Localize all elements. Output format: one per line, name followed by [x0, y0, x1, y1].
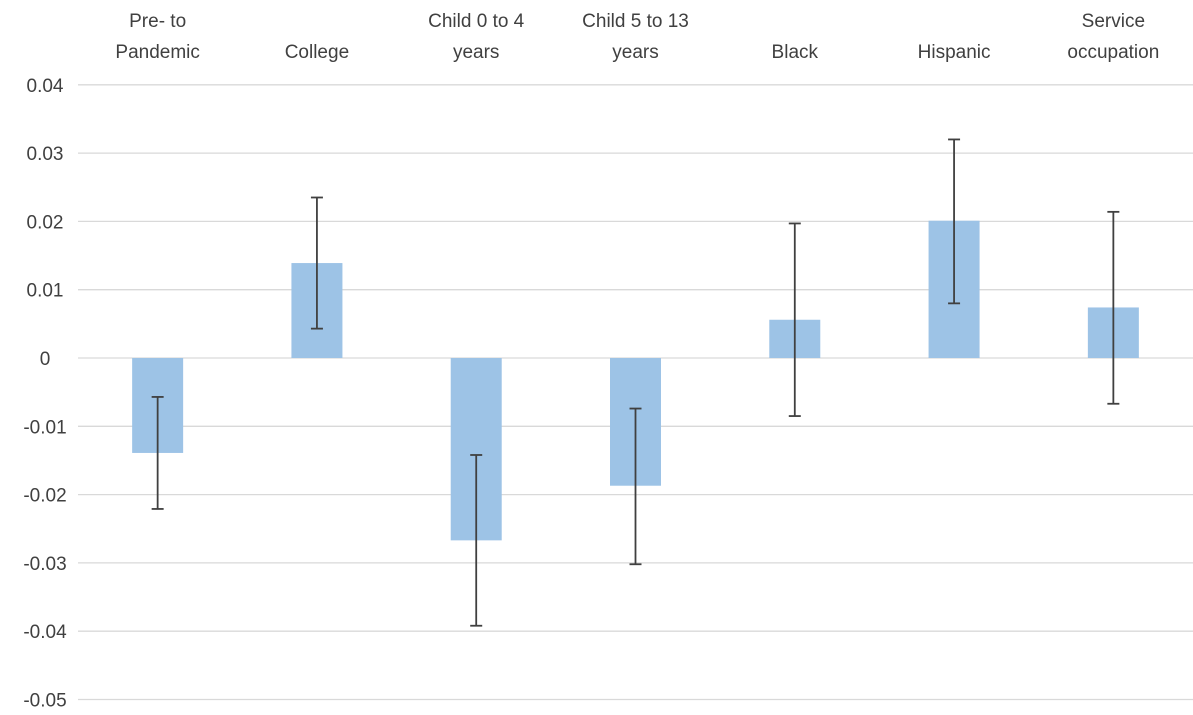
y-tick-label: 0.02: [27, 212, 64, 233]
category-label: Pre- to: [129, 11, 186, 32]
category-label: Service: [1082, 11, 1145, 32]
y-tick-label: 0.04: [27, 76, 64, 97]
y-tick-label: 0.03: [27, 144, 64, 165]
error-bar: [788, 222, 801, 417]
error-bar: [151, 396, 164, 510]
category-label: Pandemic: [115, 42, 200, 63]
error-bar: [310, 196, 323, 330]
category-label: occupation: [1067, 42, 1159, 63]
error-bars: [151, 138, 1120, 627]
category-label: Child 0 to 4: [428, 11, 525, 32]
y-tick-label: -0.03: [23, 554, 66, 575]
error-bar: [629, 407, 642, 566]
category-label: College: [285, 42, 349, 63]
error-bar: [470, 454, 483, 627]
y-tick-label: -0.04: [23, 622, 67, 643]
y-tick-label: 0: [40, 349, 51, 370]
category-labels: Pre- to Pandemic College Child 0 to 4 years C…: [115, 11, 1159, 63]
y-axis-tick-labels: 0.04 0.03 0.02 0.01 0 -0.01 -0.02 -0.03 -0.04 -0.…: [23, 76, 67, 712]
error-bar: [1107, 210, 1120, 405]
category-label: Hispanic: [918, 42, 991, 63]
category-label: years: [612, 42, 658, 63]
y-tick-label: -0.01: [23, 417, 66, 438]
y-tick-label: -0.02: [23, 486, 66, 507]
category-label: years: [453, 42, 499, 63]
category-label: Child 5 to 13: [582, 11, 689, 32]
error-bar: [948, 138, 961, 305]
y-tick-label: 0.01: [27, 281, 64, 302]
category-label: Black: [772, 42, 819, 63]
y-tick-label: -0.05: [23, 691, 66, 712]
